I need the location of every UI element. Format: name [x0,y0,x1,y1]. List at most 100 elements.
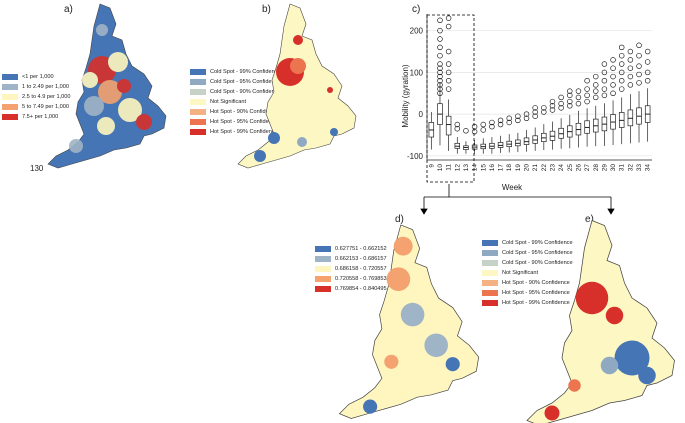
outlier-point [541,105,547,111]
x-tick-label: 11 [446,164,453,171]
legend-b-item: Cold Spot - 95% Confidence [190,77,281,87]
outlier-point [601,92,608,99]
outlier-point [463,128,469,134]
x-tick-label: 10 [437,164,444,172]
outlier-point [601,69,608,76]
legend-b-swatch [190,119,206,125]
x-tick-label: 34 [645,164,652,172]
legend-a-swatch [2,84,18,90]
outlier-point [515,113,521,119]
legend-e-swatch [482,290,498,296]
outlier-point [592,94,599,101]
legend-a-label: 7.5+ per 1,000 [22,114,59,120]
outlier-point [618,86,625,92]
chart-boxes [428,15,651,154]
outlier-point [515,117,521,124]
x-tick-label: 31 [619,164,626,172]
panel-label-e: e) [585,214,594,225]
legend-e-item: Hot Spot - 99% Confidence [482,298,573,308]
outlier-point [636,63,642,69]
outlier-point [636,42,642,49]
legend-d-label: 0.686158 - 0.720557 [335,266,387,272]
legend-b-swatch [190,79,206,85]
outlier-point [489,123,495,130]
outlier-point [644,69,651,76]
outlier-point [437,82,443,88]
outlier-point [549,107,556,113]
x-tick-label: 17 [498,164,505,172]
legend-a-swatch [2,74,18,80]
x-tick-label: 29 [601,164,608,172]
legend-d-swatch [315,266,331,272]
legend-b-item: Hot Spot - 99% Confidence [190,127,281,137]
outlier-point [437,36,443,42]
outlier-point [636,80,642,86]
plot-area [427,14,652,160]
outlier-point [558,94,564,101]
legend-b-label: Cold Spot - 99% Confidence [210,69,281,75]
legend-e-swatch [482,250,498,256]
x-tick-label: 19 [515,164,522,172]
legend-d-item: 0.627751 - 0.662152 [315,244,387,254]
legend-d-swatch [315,246,331,252]
legend-b-label: Hot Spot - 95% Confidence [210,119,278,125]
outlier-point [445,23,452,30]
x-tick-label: 28 [593,164,600,172]
outlier-point [575,88,582,94]
x-tick-label: 25 [567,164,574,172]
outlier-point [532,113,538,119]
outlier-point [523,111,530,117]
map-a-note: 130 [30,164,44,173]
map-e [526,219,676,423]
outlier-point [592,82,599,88]
outlier-point [592,88,599,94]
outlier-point [445,48,452,55]
outlier-point [567,88,573,94]
map-b-hotspots [254,35,338,162]
outlier-point [480,121,487,128]
x-tick-label: 32 [627,164,634,172]
map-a-regions [69,24,152,153]
legend-d-item: 0.769854 - 0.840495 [315,284,387,294]
outlier-point [592,73,599,80]
outlier-point [497,121,504,128]
legend-b-swatch [190,129,206,135]
outlier-point [532,109,538,115]
legend-a-swatch [2,114,18,120]
legend-a: <1 per 1,000 1 to 2.49 per 1,000 2.5 to 4.… [2,72,71,122]
outlier-point [601,86,608,92]
y-tick-label: 100 [410,68,424,77]
legend-b-label: Hot Spot - 99% Confidence [210,129,278,135]
x-tick-label: 13 [463,164,470,172]
outlier-point [627,82,634,88]
x-tick-label: 27 [584,164,591,172]
legend-a-item: <1 per 1,000 [2,72,71,82]
map-e-regions [544,281,656,421]
x-tick-label: 21 [532,164,539,172]
outlier-point [584,77,590,84]
outlier-point [584,98,590,105]
outlier-point [610,65,616,71]
legend-e-item: Cold Spot - 99% Confidence [482,238,573,248]
outlier-point [445,15,452,21]
legend-d-swatch [315,276,331,282]
outlier-point [644,77,651,84]
outlier-point [437,90,443,97]
legend-a-item: 1 to 2.49 per 1,000 [2,82,71,92]
outlier-point [618,44,625,51]
legend-d-label: 0.662153 - 0.686157 [335,256,387,262]
panel-label-a: a) [64,4,73,15]
outlier-point [532,105,538,111]
outlier-point [437,44,443,51]
x-tick-label: 24 [558,164,565,172]
legend-e-item: Hot Spot - 95% Confidence [482,288,573,298]
legend-a-label: 1 to 2.49 per 1,000 [22,84,69,90]
outlier-point [627,48,634,55]
legend-a-label: <1 per 1,000 [22,74,54,80]
legend-b-swatch [190,69,206,75]
x-tick-label: 15 [480,164,487,172]
legend-b-item: Cold Spot - 99% Confidence [190,67,281,77]
map-d [338,224,480,420]
legend-b-item: Hot Spot - 95% Confidence [190,117,281,127]
